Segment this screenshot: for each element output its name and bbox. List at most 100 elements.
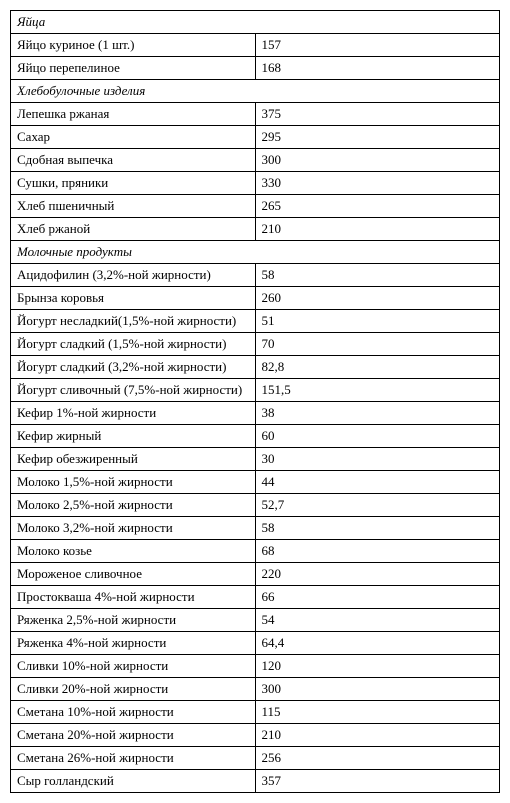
food-value: 260: [255, 287, 500, 310]
food-name: Сдобная выпечка: [11, 149, 256, 172]
table-row: Сыр голландский357: [11, 770, 500, 793]
food-name: Кефир обезжиренный: [11, 448, 256, 471]
table-row: Кефир 1%-ной жирности38: [11, 402, 500, 425]
section-header-row: Хлебобулочные изделия: [11, 80, 500, 103]
table-row: Сливки 20%-ной жирности300: [11, 678, 500, 701]
food-value: 330: [255, 172, 500, 195]
section-header: Яйца: [11, 11, 500, 34]
table-row: Хлеб пшеничный265: [11, 195, 500, 218]
food-value: 54: [255, 609, 500, 632]
table-row: Йогурт несладкий(1,5%-ной жирности)51: [11, 310, 500, 333]
table-row: Кефир обезжиренный30: [11, 448, 500, 471]
section-header-row: Молочные продукты: [11, 241, 500, 264]
food-name: Хлеб ржаной: [11, 218, 256, 241]
food-name: Йогурт несладкий(1,5%-ной жирности): [11, 310, 256, 333]
food-name: Простокваша 4%-ной жирности: [11, 586, 256, 609]
table-row: Ацидофилин (3,2%-ной жирности)58: [11, 264, 500, 287]
food-name: Кефир 1%-ной жирности: [11, 402, 256, 425]
food-value: 115: [255, 701, 500, 724]
food-value: 210: [255, 724, 500, 747]
table-row: Молоко козье68: [11, 540, 500, 563]
food-value: 82,8: [255, 356, 500, 379]
table-row: Яйцо перепелиное168: [11, 57, 500, 80]
table-row: Сушки, пряники330: [11, 172, 500, 195]
table-row: Молоко 3,2%-ной жирности58: [11, 517, 500, 540]
food-name: Брынза коровья: [11, 287, 256, 310]
food-value: 58: [255, 517, 500, 540]
food-value: 256: [255, 747, 500, 770]
food-value: 52,7: [255, 494, 500, 517]
food-name: Мороженое сливочное: [11, 563, 256, 586]
food-value: 120: [255, 655, 500, 678]
table-row: Сметана 10%-ной жирности115: [11, 701, 500, 724]
food-name: Сметана 20%-ной жирности: [11, 724, 256, 747]
food-value: 64,4: [255, 632, 500, 655]
food-name: Ряженка 2,5%-ной жирности: [11, 609, 256, 632]
food-name: Молоко 2,5%-ной жирности: [11, 494, 256, 517]
table-row: Ряженка 2,5%-ной жирности54: [11, 609, 500, 632]
food-value: 66: [255, 586, 500, 609]
table-row: Сметана 26%-ной жирности256: [11, 747, 500, 770]
food-value: 295: [255, 126, 500, 149]
table-row: Йогурт сливочный (7,5%-ной жирности)151,…: [11, 379, 500, 402]
food-name: Молоко 1,5%-ной жирности: [11, 471, 256, 494]
table-row: Брынза коровья260: [11, 287, 500, 310]
food-name: Ряженка 4%-ной жирности: [11, 632, 256, 655]
food-name: Хлеб пшеничный: [11, 195, 256, 218]
table-row: Яйцо куриное (1 шт.)157: [11, 34, 500, 57]
food-name: Сливки 10%-ной жирности: [11, 655, 256, 678]
table-row: Сдобная выпечка300: [11, 149, 500, 172]
food-value: 30: [255, 448, 500, 471]
food-name: Сметана 10%-ной жирности: [11, 701, 256, 724]
food-value: 51: [255, 310, 500, 333]
food-name: Яйцо перепелиное: [11, 57, 256, 80]
food-value: 300: [255, 149, 500, 172]
table-row: Молоко 1,5%-ной жирности44: [11, 471, 500, 494]
food-name: Сушки, пряники: [11, 172, 256, 195]
section-header: Молочные продукты: [11, 241, 500, 264]
table-row: Мороженое сливочное220: [11, 563, 500, 586]
food-name: Молоко козье: [11, 540, 256, 563]
table-row: Йогурт сладкий (1,5%-ной жирности)70: [11, 333, 500, 356]
food-value: 60: [255, 425, 500, 448]
food-name: Йогурт сливочный (7,5%-ной жирности): [11, 379, 256, 402]
table-row: Сметана 20%-ной жирности210: [11, 724, 500, 747]
food-name: Сметана 26%-ной жирности: [11, 747, 256, 770]
food-value: 300: [255, 678, 500, 701]
table-row: Простокваша 4%-ной жирности66: [11, 586, 500, 609]
food-value: 220: [255, 563, 500, 586]
table-row: Хлеб ржаной210: [11, 218, 500, 241]
food-value: 168: [255, 57, 500, 80]
table-row: Сливки 10%-ной жирности120: [11, 655, 500, 678]
calorie-table: ЯйцаЯйцо куриное (1 шт.)157Яйцо перепели…: [10, 10, 500, 793]
table-row: Лепешка ржаная375: [11, 103, 500, 126]
food-name: Йогурт сладкий (1,5%-ной жирности): [11, 333, 256, 356]
food-name: Ацидофилин (3,2%-ной жирности): [11, 264, 256, 287]
food-value: 375: [255, 103, 500, 126]
food-value: 157: [255, 34, 500, 57]
section-header-row: Яйца: [11, 11, 500, 34]
table-row: Ряженка 4%-ной жирности64,4: [11, 632, 500, 655]
section-header: Хлебобулочные изделия: [11, 80, 500, 103]
food-name: Йогурт сладкий (3,2%-ной жирности): [11, 356, 256, 379]
food-name: Яйцо куриное (1 шт.): [11, 34, 256, 57]
food-value: 210: [255, 218, 500, 241]
table-row: Молоко 2,5%-ной жирности52,7: [11, 494, 500, 517]
food-name: Сливки 20%-ной жирности: [11, 678, 256, 701]
food-value: 58: [255, 264, 500, 287]
food-value: 68: [255, 540, 500, 563]
table-row: Сахар295: [11, 126, 500, 149]
food-name: Кефир жирный: [11, 425, 256, 448]
food-value: 265: [255, 195, 500, 218]
food-name: Сахар: [11, 126, 256, 149]
table-row: Кефир жирный60: [11, 425, 500, 448]
food-value: 38: [255, 402, 500, 425]
table-row: Йогурт сладкий (3,2%-ной жирности)82,8: [11, 356, 500, 379]
food-name: Молоко 3,2%-ной жирности: [11, 517, 256, 540]
food-value: 44: [255, 471, 500, 494]
food-name: Сыр голландский: [11, 770, 256, 793]
food-name: Лепешка ржаная: [11, 103, 256, 126]
food-value: 70: [255, 333, 500, 356]
food-value: 151,5: [255, 379, 500, 402]
food-value: 357: [255, 770, 500, 793]
